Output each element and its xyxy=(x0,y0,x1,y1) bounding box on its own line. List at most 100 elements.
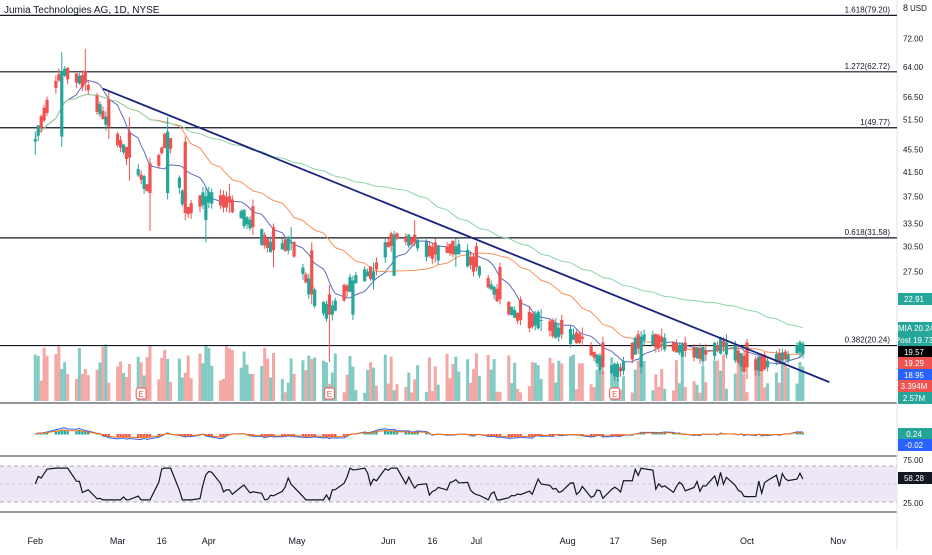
volume-bar xyxy=(492,359,496,401)
macd-histogram-bar xyxy=(384,431,387,435)
volume-bar xyxy=(392,390,396,401)
volume-bar xyxy=(457,371,461,401)
candle-body xyxy=(348,277,352,292)
volume-bar xyxy=(180,377,184,401)
time-tick-label: Oct xyxy=(740,536,755,546)
volume-bar xyxy=(716,360,720,401)
rsi-tag-bg xyxy=(898,472,932,484)
fib-level-label: 0.382(20.24) xyxy=(845,336,891,345)
candle-body xyxy=(554,322,558,338)
macd-histogram-bar xyxy=(495,434,499,437)
macd-tag-bg xyxy=(898,428,932,440)
candle-body xyxy=(366,271,370,277)
candle-body xyxy=(777,353,781,362)
candle-body xyxy=(592,351,596,358)
macd-histogram-bar xyxy=(81,431,84,435)
candle-body xyxy=(183,141,187,213)
macd-histogram-bar xyxy=(613,434,616,436)
candle-body xyxy=(42,107,46,121)
price-tag-label: 18.95 xyxy=(904,371,925,380)
price-tick-label: 45.50 xyxy=(903,145,924,154)
volume-bar xyxy=(416,365,420,401)
candle-body xyxy=(736,350,740,363)
time-tick-label: May xyxy=(289,536,307,546)
volume-bar xyxy=(471,369,475,401)
macd-histogram-bar xyxy=(272,434,275,437)
volume-bar xyxy=(636,360,640,401)
macd-histogram-bar xyxy=(489,434,493,436)
candle-body xyxy=(368,266,373,279)
candle-body xyxy=(207,191,211,203)
macd-histogram-bar xyxy=(387,431,390,435)
volume-bar xyxy=(654,374,658,401)
volume-bar xyxy=(516,388,520,401)
volume-bar xyxy=(374,385,378,401)
volume-bar xyxy=(404,386,408,401)
candle-body xyxy=(580,336,584,339)
macd-histogram-bar xyxy=(334,434,337,437)
price-tick-label: 33.50 xyxy=(903,220,924,229)
candle-body xyxy=(742,355,746,372)
candle-body xyxy=(333,300,337,311)
candle-body xyxy=(201,192,205,206)
volume-bar xyxy=(313,357,317,401)
volume-bar xyxy=(269,377,273,401)
volume-bar xyxy=(169,381,173,401)
candle-body xyxy=(74,73,79,83)
candle-body xyxy=(136,169,140,176)
candle-body xyxy=(451,240,455,255)
candle-body xyxy=(260,229,264,245)
volume-bar xyxy=(739,353,743,401)
trendline-group[interactable] xyxy=(102,87,830,383)
candle-body xyxy=(413,234,417,243)
volume-bar xyxy=(266,358,270,401)
candle-body xyxy=(321,301,326,314)
candle-body xyxy=(724,342,729,355)
candle-body xyxy=(795,345,799,354)
volume-bar xyxy=(619,389,623,401)
candle-body xyxy=(60,70,64,137)
volume-bar xyxy=(733,373,737,401)
axis-top-eight: 8 xyxy=(903,3,908,13)
volume-bar xyxy=(369,362,373,401)
candle-body xyxy=(589,346,593,356)
candle-body xyxy=(765,360,770,368)
volume-bar xyxy=(310,358,314,401)
volume-bar xyxy=(736,357,740,401)
volume-bar xyxy=(671,390,675,401)
candles xyxy=(33,48,805,382)
volume-bar xyxy=(533,362,537,401)
macd-histogram-bar xyxy=(281,434,284,437)
candle-body xyxy=(448,243,452,254)
candle-body xyxy=(307,278,311,295)
macd-histogram-bar xyxy=(66,431,69,435)
volume-bar xyxy=(780,357,784,401)
candle-body xyxy=(386,242,390,248)
macd-histogram-bar xyxy=(663,432,666,435)
macd-histogram-bar xyxy=(84,432,87,435)
volume-bar xyxy=(307,355,311,401)
macd-histogram-bar xyxy=(307,434,311,437)
candle-body xyxy=(145,184,149,192)
volume-bar xyxy=(119,361,123,401)
macd-histogram-bar xyxy=(313,434,316,437)
macd-histogram-bar xyxy=(331,434,334,437)
candle-body xyxy=(204,196,208,221)
candle-body xyxy=(654,334,658,348)
candle-body xyxy=(560,319,564,335)
time-tick-label: 16 xyxy=(157,536,167,546)
candle-body xyxy=(63,68,67,76)
price-tick-label: 27.50 xyxy=(903,267,924,276)
macd-histogram-bar xyxy=(678,433,681,435)
volume-bar xyxy=(745,392,749,401)
macd-histogram-bar xyxy=(492,434,496,436)
candle-body xyxy=(486,277,490,288)
time-tick-label: Feb xyxy=(28,536,44,546)
candle-body xyxy=(286,236,290,251)
macd-histogram-bar xyxy=(87,432,90,435)
macd-tag-bg xyxy=(898,439,932,451)
macd-histogram-bar xyxy=(345,434,349,436)
volume-bar xyxy=(507,355,511,401)
